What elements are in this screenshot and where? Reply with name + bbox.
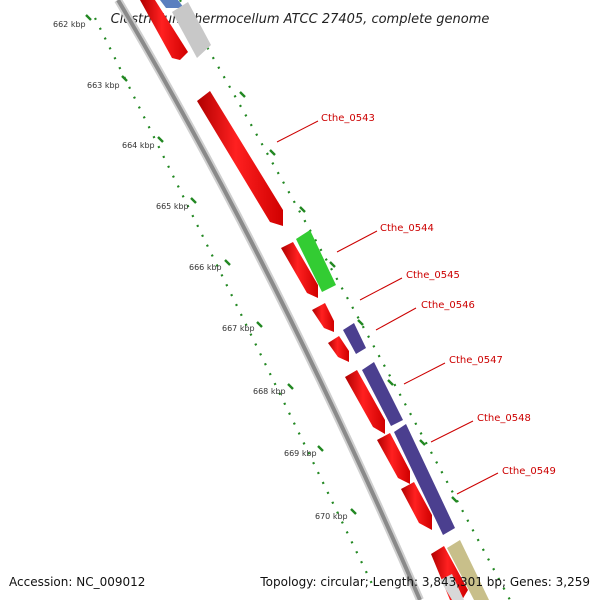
cds-arrow xyxy=(140,0,188,60)
ruler-tick xyxy=(419,439,426,446)
backbone xyxy=(116,0,422,600)
ruler-tick xyxy=(387,379,394,386)
gene-label[interactable]: Cthe_0546 xyxy=(421,300,475,311)
ruler-tick xyxy=(451,496,458,503)
leader-line xyxy=(276,120,319,143)
cds-arrow xyxy=(312,303,334,332)
ruler-tick xyxy=(157,136,164,143)
ruler-tick xyxy=(329,261,336,268)
ruler-tick xyxy=(256,321,263,328)
backbone-shadow xyxy=(114,0,424,600)
ruler-tick xyxy=(317,445,324,452)
ruler-tick xyxy=(190,197,197,204)
leader-line xyxy=(375,307,417,331)
gene-label[interactable]: Cthe_0547 xyxy=(449,355,503,366)
ruler-label: 668 kbp xyxy=(253,387,286,396)
ruler-label: 669 kbp xyxy=(284,449,317,458)
cds-arrow xyxy=(345,370,385,434)
cds-block-grey xyxy=(440,574,464,600)
summary-text: Topology: circular; Length: 3,843,301 bp… xyxy=(259,575,590,589)
cds-block-purple xyxy=(362,362,403,426)
accession-text: Accession: NC_009012 xyxy=(9,575,145,589)
gene-leader-lines xyxy=(276,120,499,495)
leader-line xyxy=(430,420,474,443)
cds-arrow xyxy=(401,482,432,530)
cds-forward-track xyxy=(140,0,468,600)
gene-label[interactable]: Cthe_0548 xyxy=(477,413,531,424)
gene-label[interactable]: Cthe_0544 xyxy=(380,223,434,234)
ruler-tick xyxy=(121,75,128,82)
ruler-label: 670 kbp xyxy=(315,512,348,521)
ruler-tick xyxy=(357,319,364,326)
ruler-tick xyxy=(287,383,294,390)
ruler-tick xyxy=(299,206,306,213)
ruler-tick xyxy=(224,259,231,266)
ruler-labels: 662 kbp 663 kbp 664 kbp 665 kbp 666 kbp … xyxy=(53,20,348,521)
cds-arrow xyxy=(197,91,283,226)
cds-block-purple xyxy=(343,323,366,354)
map-title: Clostridium thermocellum ATCC 27405, com… xyxy=(111,12,490,27)
cds-other-track xyxy=(160,0,489,600)
ruler-label: 666 kbp xyxy=(189,263,222,272)
gene-label[interactable]: Cthe_0545 xyxy=(406,270,460,281)
cds-block-green xyxy=(296,230,336,292)
cds-block-tan xyxy=(447,540,489,600)
ruler-label: 663 kbp xyxy=(87,81,120,90)
cds-arrow xyxy=(377,433,410,484)
ruler-label: 662 kbp xyxy=(53,20,86,29)
ruler-tick xyxy=(269,149,276,156)
cds-arrow xyxy=(431,546,468,600)
gene-label[interactable]: Cthe_0543 xyxy=(321,113,375,124)
leader-line xyxy=(359,277,403,301)
ruler-ticks xyxy=(85,14,458,515)
ruler-label: 667 kbp xyxy=(222,324,255,333)
leader-line xyxy=(336,230,378,253)
ruler-label: 664 kbp xyxy=(122,141,155,150)
ruler-label: 665 kbp xyxy=(156,202,189,211)
gene-labels: Cthe_0543 Cthe_0544 Cthe_0545 Cthe_0546 … xyxy=(321,113,556,477)
leader-line xyxy=(456,472,499,495)
cds-block-grey xyxy=(172,2,211,58)
cds-arrow xyxy=(328,336,349,362)
ruler-inner-arc xyxy=(94,17,376,591)
leader-line xyxy=(403,362,446,385)
cds-block-purple xyxy=(394,424,455,535)
gene-label[interactable]: Cthe_0549 xyxy=(502,466,556,477)
cds-arrow xyxy=(281,242,318,298)
ruler-tick xyxy=(350,508,357,515)
ruler-tick xyxy=(85,14,92,21)
ruler-tick xyxy=(239,91,246,98)
cds-block-blue xyxy=(160,0,184,8)
